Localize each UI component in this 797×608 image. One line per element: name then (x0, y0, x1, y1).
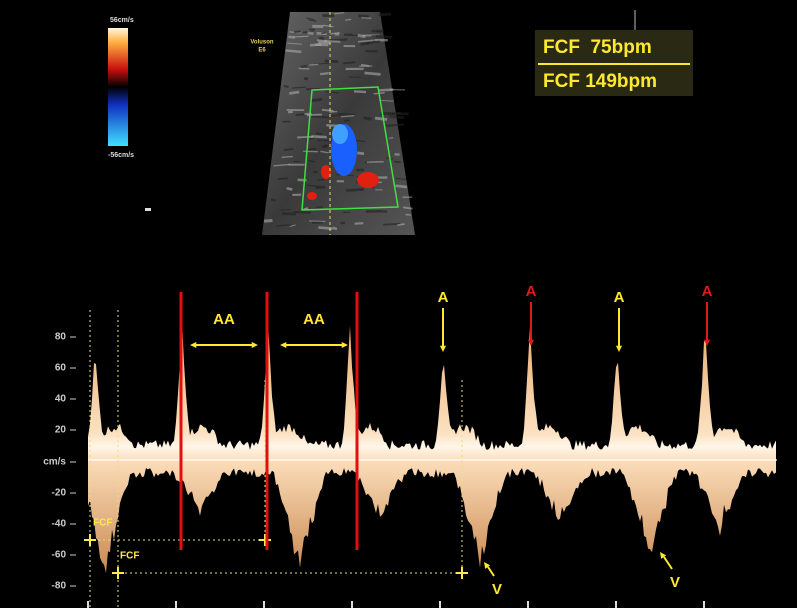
speckle (316, 187, 325, 188)
ventricular-label: V (492, 581, 502, 598)
speckle (330, 115, 339, 116)
caliper-label: FCF (120, 551, 139, 562)
speckle (294, 212, 311, 213)
speckle (304, 78, 308, 79)
probe-brand: Voluson (250, 40, 274, 46)
speckle (397, 224, 404, 225)
speckle (316, 133, 322, 134)
speckle (325, 41, 341, 42)
speckle (325, 61, 339, 62)
axis-label: -40 (52, 519, 67, 530)
speckle (378, 14, 391, 15)
speckle (282, 214, 296, 215)
speckle (310, 45, 321, 46)
probe-model: E6 (258, 48, 266, 54)
speckle (333, 228, 337, 229)
speckle (361, 18, 371, 19)
speckle (358, 16, 368, 17)
marker (145, 208, 151, 211)
speckle (284, 86, 289, 87)
speckle (311, 136, 326, 137)
speckle (388, 113, 401, 114)
ultrasound-screen: 56cm/s -56cm/s Voluson E6 FCF 75bpm FCF … (0, 0, 797, 608)
speckle (364, 118, 372, 119)
axis-label: -20 (52, 488, 67, 499)
speckle (379, 90, 393, 91)
axis-label: 20 (55, 425, 67, 436)
speckle (395, 186, 407, 187)
speckle (322, 110, 334, 111)
caliper-label: FCF (93, 518, 112, 529)
speckle (308, 33, 314, 34)
heart-rate: FCF 149bpm (543, 71, 657, 92)
atrial-label: A (702, 283, 713, 300)
interval-label: AA (213, 311, 235, 328)
speckle (365, 73, 381, 74)
axis-label: 40 (55, 394, 67, 405)
speckle (375, 118, 387, 119)
speckle (330, 39, 347, 40)
speckle (386, 124, 404, 125)
speckle (354, 91, 366, 92)
speckle (294, 31, 301, 32)
red-flow (307, 192, 317, 200)
speckle (343, 62, 356, 63)
speckle (317, 40, 327, 41)
speckle (322, 146, 327, 147)
axis-label: -60 (52, 550, 67, 561)
speckle (309, 64, 318, 65)
color-max: 56cm/s (110, 17, 134, 24)
color-min: -56cm/s (108, 152, 134, 159)
speckle (289, 92, 299, 93)
speckle (278, 178, 288, 179)
speckle (284, 149, 294, 150)
speckle (339, 114, 355, 115)
speckle (376, 36, 392, 37)
speckle (346, 189, 363, 190)
speckle (315, 207, 322, 208)
speckle (345, 19, 351, 20)
speckle (394, 162, 401, 163)
color-bar (108, 28, 128, 146)
axis-label: 80 (55, 332, 67, 343)
speckle (406, 214, 411, 215)
interval-label: AA (303, 311, 325, 328)
axis-label: -80 (52, 581, 67, 592)
speckle (321, 32, 326, 33)
atrial-label: A (614, 289, 625, 306)
speckle (357, 153, 364, 154)
speckle (389, 138, 393, 139)
speckle (344, 120, 350, 121)
ventricular-label: V (670, 574, 680, 591)
speckle (301, 66, 307, 67)
speckle (264, 221, 272, 222)
atrial-label: A (438, 289, 449, 306)
speckle (282, 157, 293, 158)
speckle (390, 116, 404, 117)
speckle (293, 36, 308, 37)
speckle (287, 188, 293, 189)
blue-flow (332, 124, 348, 144)
atrial-label: A (526, 283, 537, 300)
axis-label: 60 (55, 363, 67, 374)
axis-label: cm/s (43, 457, 66, 468)
speckle (320, 73, 328, 74)
speckle (379, 100, 393, 101)
red-flow (357, 172, 379, 188)
heart-rate: FCF 75bpm (543, 37, 652, 58)
speckle (297, 137, 313, 138)
speckle (285, 50, 301, 51)
speckle (312, 116, 329, 117)
speckle (360, 43, 369, 44)
speckle (318, 42, 329, 43)
speckle (271, 199, 275, 200)
